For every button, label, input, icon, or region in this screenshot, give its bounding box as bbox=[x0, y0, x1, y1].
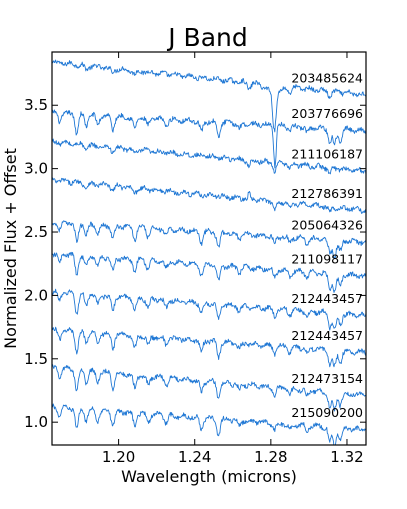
spectrum-line bbox=[52, 220, 366, 259]
series-label: 211106187 bbox=[291, 146, 363, 161]
star-labels-group: 203485624 203776696 211106187 212786391 2050… bbox=[291, 70, 363, 420]
y-tick-label: 1.0 bbox=[24, 413, 48, 431]
x-tick-label: 1.32 bbox=[330, 448, 363, 466]
chart-title: J Band bbox=[166, 23, 248, 52]
x-axis-label: Wavelength (microns) bbox=[121, 467, 297, 486]
spectrum-line bbox=[52, 177, 366, 215]
series-label: 212443457 bbox=[291, 328, 363, 343]
y-axis-ticks: 1.0 1.5 2.0 2.5 3.0 3.5 bbox=[24, 96, 366, 431]
y-axis-label: Normalized Flux + Offset bbox=[1, 148, 20, 349]
spectrum-line bbox=[52, 288, 366, 331]
series-label: 203485624 bbox=[291, 70, 363, 85]
spectrum-line bbox=[52, 364, 366, 412]
y-tick-label: 2.0 bbox=[24, 286, 48, 304]
series-label: 212443457 bbox=[291, 291, 363, 306]
y-tick-label: 3.5 bbox=[24, 96, 48, 114]
spectrum-line bbox=[52, 326, 366, 368]
series-label: 212786391 bbox=[291, 186, 363, 201]
spectrum-line bbox=[52, 109, 366, 169]
series-label: 212473154 bbox=[291, 371, 363, 386]
x-tick-label: 1.28 bbox=[254, 448, 287, 466]
spectra-group bbox=[52, 59, 366, 445]
spectrum-line bbox=[52, 403, 366, 445]
plot-frame bbox=[51, 51, 367, 446]
spectrum-line bbox=[52, 59, 366, 133]
series-label: 203776696 bbox=[291, 106, 363, 121]
x-tick-label: 1.20 bbox=[102, 448, 135, 466]
x-axis-ticks: 1.20 1.24 1.28 1.32 bbox=[102, 52, 364, 466]
series-label: 205064326 bbox=[291, 217, 363, 232]
spectrum-line bbox=[52, 251, 366, 293]
y-tick-label: 1.5 bbox=[24, 350, 48, 368]
y-tick-label: 2.5 bbox=[24, 223, 48, 241]
series-label: 215090200 bbox=[291, 405, 363, 420]
x-tick-label: 1.24 bbox=[178, 448, 211, 466]
spectrum-line bbox=[52, 138, 366, 175]
series-label: 211098117 bbox=[291, 252, 363, 267]
y-tick-label: 3.0 bbox=[24, 160, 48, 178]
